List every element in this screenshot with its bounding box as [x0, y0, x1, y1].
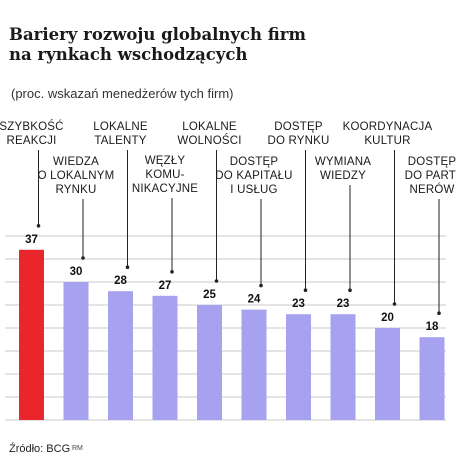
value-label: 28: [114, 275, 127, 287]
category-label: WYMIANA: [315, 156, 371, 168]
value-label: 18: [426, 321, 439, 333]
bar: [330, 314, 356, 420]
category-label: NERÓW: [409, 183, 454, 196]
bar: [197, 305, 222, 420]
bar: [286, 314, 311, 420]
category-label: KOORDYNACJA: [343, 121, 433, 133]
category-label: TALENTY: [94, 135, 146, 147]
value-label: 37: [25, 234, 38, 246]
category-label: REAKCJI: [7, 135, 57, 147]
category-label: WIEDZY: [320, 170, 366, 182]
leader-dot: [259, 283, 263, 288]
category-label: DOSTĘP: [230, 156, 279, 168]
category-label: KOMU-: [145, 169, 184, 181]
category-label: DO PART-: [405, 170, 456, 182]
category-label: WOLNOŚCI: [177, 134, 241, 147]
category-label: WĘZŁY: [145, 155, 186, 167]
leader-dot: [214, 279, 219, 283]
value-label: 23: [292, 298, 305, 310]
bar: [152, 295, 178, 420]
value-label: 25: [203, 289, 216, 301]
leader-dot: [392, 302, 397, 306]
bar: [419, 337, 445, 420]
value-label: 23: [337, 298, 350, 310]
leader-dot: [348, 288, 352, 293]
bar: [375, 328, 400, 420]
category-label: LOKALNE: [93, 121, 148, 133]
leader-dot: [81, 256, 85, 260]
category-label: DOSTĘP: [408, 156, 456, 168]
value-label: 30: [70, 266, 83, 278]
category-label: LOKALNE: [182, 121, 237, 133]
chart-subtitle: (proc. wskazań menedżerów tych firm): [11, 86, 234, 101]
category-label: DO KAPITAŁU: [215, 170, 292, 182]
category-label: RYNKU: [55, 184, 96, 196]
category-label: KULTUR: [364, 135, 410, 147]
leader-dot: [125, 265, 130, 270]
leader-dot: [170, 270, 174, 274]
leader-dot: [36, 224, 41, 228]
category-label: SZYBKOŚĆ: [0, 120, 64, 133]
category-label: O LOKALNYM: [38, 170, 115, 182]
bar: [241, 309, 267, 420]
bar: [63, 282, 89, 420]
category-label: WIEDZA: [53, 156, 99, 168]
leader-dot: [437, 311, 441, 316]
category-label: DO RYNKU: [267, 135, 329, 147]
category-label: NIKACYJNE: [132, 183, 198, 195]
chart-title: Bariery rozwoju globalnych firm na rynka…: [9, 25, 306, 64]
category-label: DOSTĘP: [274, 121, 323, 133]
bar: [108, 291, 133, 420]
author-credit: RM: [72, 445, 83, 452]
value-label: 24: [248, 294, 261, 306]
value-label: 27: [159, 280, 172, 292]
source-note: Źródło: BCG: [9, 443, 71, 455]
leader-dot: [303, 288, 308, 293]
category-label: I USŁUG: [230, 184, 277, 196]
bar: [19, 249, 44, 420]
value-label: 20: [381, 312, 394, 324]
